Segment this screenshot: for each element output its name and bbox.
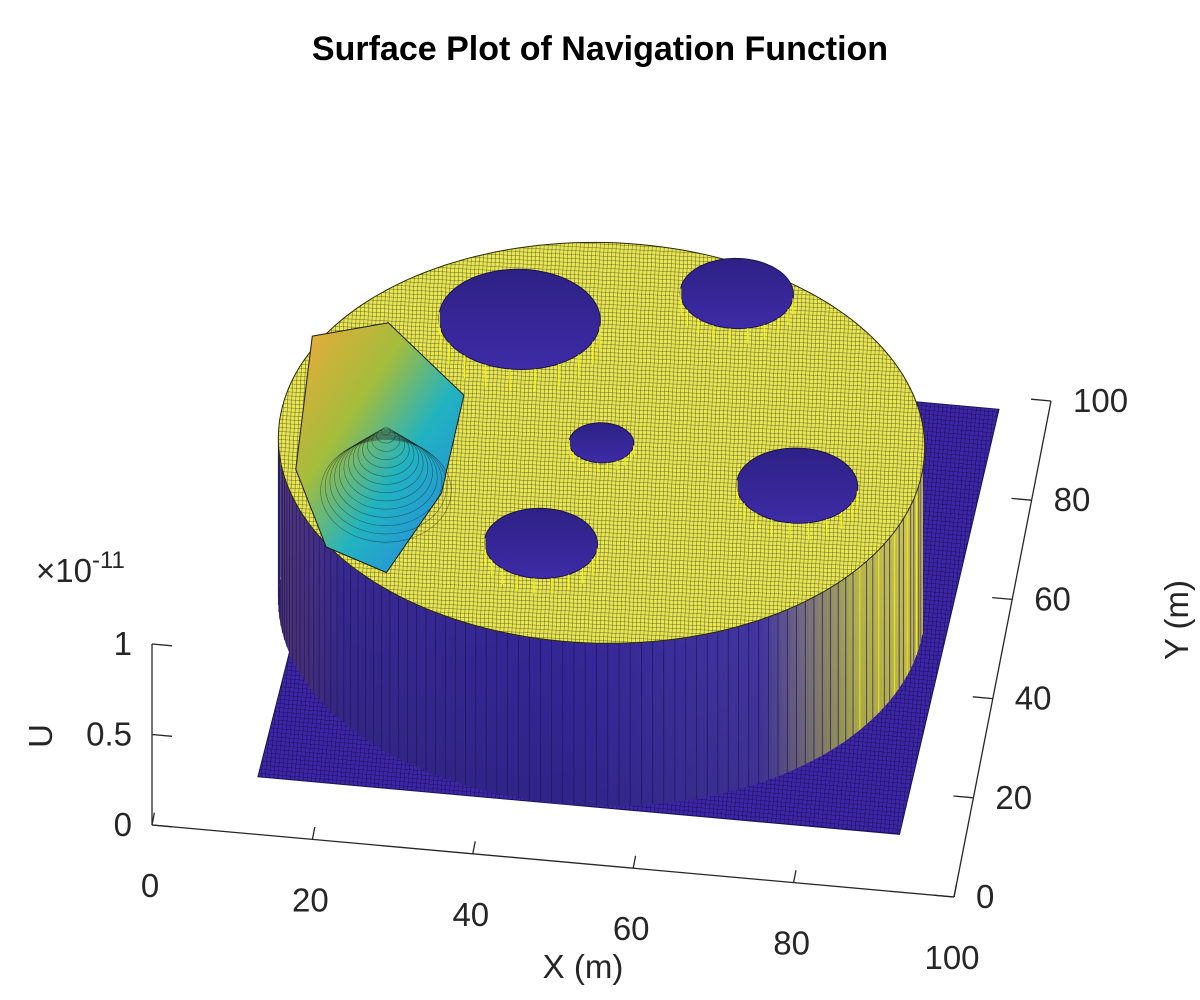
- z-axis-label: U: [22, 724, 59, 748]
- x-tick-label: 20: [292, 881, 329, 918]
- x-axis-line: [151, 824, 955, 898]
- goal-basin: [295, 322, 465, 574]
- x-tick-label: 0: [141, 867, 159, 904]
- obstacle-hole: [736, 447, 859, 540]
- axes: 0 20 40 60 80 100 0 20 40 60 80 100 0 0.5 1: [86, 382, 1128, 976]
- x-axis-label: X (m): [543, 948, 624, 985]
- y-axis-line: [953, 400, 1052, 898]
- obstacle-hole: [679, 257, 794, 344]
- cylinder-wall: [277, 414, 923, 807]
- obstacle-hole: [484, 507, 598, 594]
- x-tick-label: 100: [924, 939, 979, 976]
- goal-basin-surface: [295, 322, 465, 574]
- x-tick-label: 80: [773, 925, 810, 962]
- goal-contours: [320, 427, 452, 543]
- y-tick-label: 20: [995, 779, 1032, 816]
- obstacle-holes: [438, 257, 859, 594]
- y-tick-label: 100: [1073, 382, 1128, 419]
- z-tick-label: 1: [114, 625, 132, 662]
- y-tick-label: 40: [1015, 680, 1052, 717]
- chart-title: Surface Plot of Navigation Function: [312, 30, 888, 68]
- y-tick-label: 0: [976, 878, 994, 915]
- obstacle-hole: [438, 268, 601, 392]
- z-exponent-label: ×10-11: [36, 547, 125, 589]
- z-tick-label: 0: [114, 806, 132, 843]
- x-tick-label: 40: [452, 896, 489, 933]
- z-tick-label: 0.5: [86, 716, 132, 753]
- y-tick-label: 60: [1034, 580, 1071, 617]
- obstacle-hole: [568, 422, 635, 472]
- x-tick-label: 60: [613, 910, 650, 947]
- y-tick-label: 80: [1054, 481, 1091, 518]
- wall-mesh-lines: [277, 414, 923, 807]
- y-axis-label: Y (m): [1158, 580, 1195, 660]
